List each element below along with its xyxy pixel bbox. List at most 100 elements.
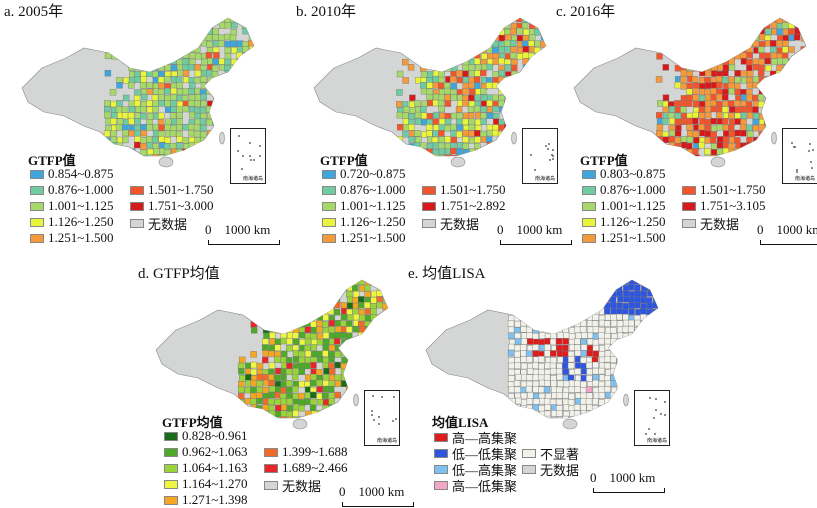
region-cell — [746, 70, 754, 77]
region-cell — [629, 380, 636, 387]
legend-label: 1.399~1.688 — [282, 444, 348, 459]
region-cell — [250, 361, 257, 369]
region-cell — [274, 284, 281, 292]
region-cell — [698, 23, 705, 30]
region-cell — [286, 416, 294, 418]
region-cell — [504, 88, 511, 96]
region-cell — [640, 290, 648, 298]
region-cell — [605, 280, 612, 285]
region-cell — [218, 88, 225, 96]
region-cell — [377, 350, 384, 357]
region-cell — [508, 308, 515, 315]
region-cell — [140, 34, 148, 42]
legend-item: 高—高集聚 — [434, 428, 517, 447]
region-cell — [396, 111, 404, 119]
region-cell — [438, 118, 446, 126]
region-cell — [473, 76, 481, 83]
region-cell — [145, 52, 153, 59]
region-cell — [522, 46, 529, 53]
region-cell — [450, 147, 457, 155]
region-cell — [807, 107, 811, 113]
region-cell — [200, 29, 207, 36]
region-cell — [358, 380, 365, 387]
region-cell — [662, 94, 670, 101]
region-cell — [485, 28, 493, 36]
region-cell — [532, 386, 539, 393]
region-cell — [592, 332, 600, 340]
region-cell — [568, 296, 575, 303]
taiwan-island — [219, 131, 225, 145]
region-cell — [293, 314, 300, 321]
region-cell — [591, 320, 599, 327]
region-cell — [409, 107, 416, 114]
region-cell — [158, 136, 165, 143]
region-cell — [697, 18, 705, 24]
region-cell — [298, 321, 305, 328]
region-cell — [317, 333, 324, 340]
region-cell — [492, 113, 500, 120]
region-cell — [188, 94, 196, 101]
region-cell — [176, 106, 183, 113]
hainan-island — [292, 418, 308, 430]
region-cell — [540, 100, 546, 107]
region-cell — [535, 82, 542, 89]
region-cell — [211, 71, 219, 78]
region-cell — [585, 361, 593, 369]
region-cell — [508, 411, 516, 418]
region-cell — [575, 332, 582, 340]
legend-swatch — [264, 463, 278, 473]
map-panel-4: d. GTFP均值 南海诸岛 GTFP均值 0.828~0.961 0.962~1.06… — [134, 262, 414, 507]
region-cell — [771, 161, 777, 167]
region-cell — [236, 101, 243, 108]
region-cell — [152, 106, 159, 113]
region-cell — [674, 65, 682, 72]
region-cell — [456, 76, 463, 84]
region-cell — [256, 397, 263, 405]
region-cell — [805, 35, 806, 42]
region-cell — [628, 362, 635, 369]
region-cell — [770, 113, 778, 120]
region-cell — [433, 111, 440, 119]
region-cell — [622, 326, 629, 333]
region-cell — [212, 34, 219, 41]
region-cell — [248, 23, 254, 30]
region-cell — [520, 289, 527, 297]
region-cell — [402, 148, 409, 156]
legend-label: 0.962~1.063 — [182, 444, 248, 459]
region-cell — [280, 410, 288, 418]
legend-item: 1.126~1.250 — [30, 214, 114, 230]
region-cell — [292, 410, 299, 417]
region-cell — [467, 35, 475, 42]
region-cell — [710, 149, 718, 156]
region-cell — [592, 379, 599, 387]
region-cell — [646, 284, 653, 291]
region-cell — [140, 93, 148, 101]
region-cell — [641, 320, 648, 327]
region-cell — [170, 94, 177, 101]
legend-label: 0.876~1.000 — [48, 182, 114, 197]
region-cell — [105, 125, 112, 132]
region-cell — [513, 380, 521, 387]
legend-label: 高—低集聚 — [452, 479, 518, 494]
region-cell — [567, 362, 575, 369]
region-cell — [573, 404, 581, 411]
region-cell — [347, 410, 354, 418]
region-cell — [432, 118, 439, 126]
region-cell — [183, 154, 190, 156]
south-china-sea-inset: 南海诸岛 — [634, 390, 670, 446]
region-cell — [656, 154, 664, 156]
region-cell — [345, 326, 353, 333]
region-cell — [438, 161, 444, 167]
region-cell — [800, 35, 806, 42]
legend-title: GTFP均值 — [162, 415, 223, 430]
region-cell — [468, 64, 475, 71]
region-cell — [574, 285, 581, 292]
region-cell — [152, 161, 158, 167]
region-cell — [230, 82, 238, 89]
region-cell — [598, 416, 605, 418]
region-cell — [427, 160, 433, 166]
region-cell — [628, 345, 635, 352]
region-cell — [242, 64, 249, 71]
region-cell — [274, 423, 280, 429]
region-cell — [116, 118, 124, 125]
